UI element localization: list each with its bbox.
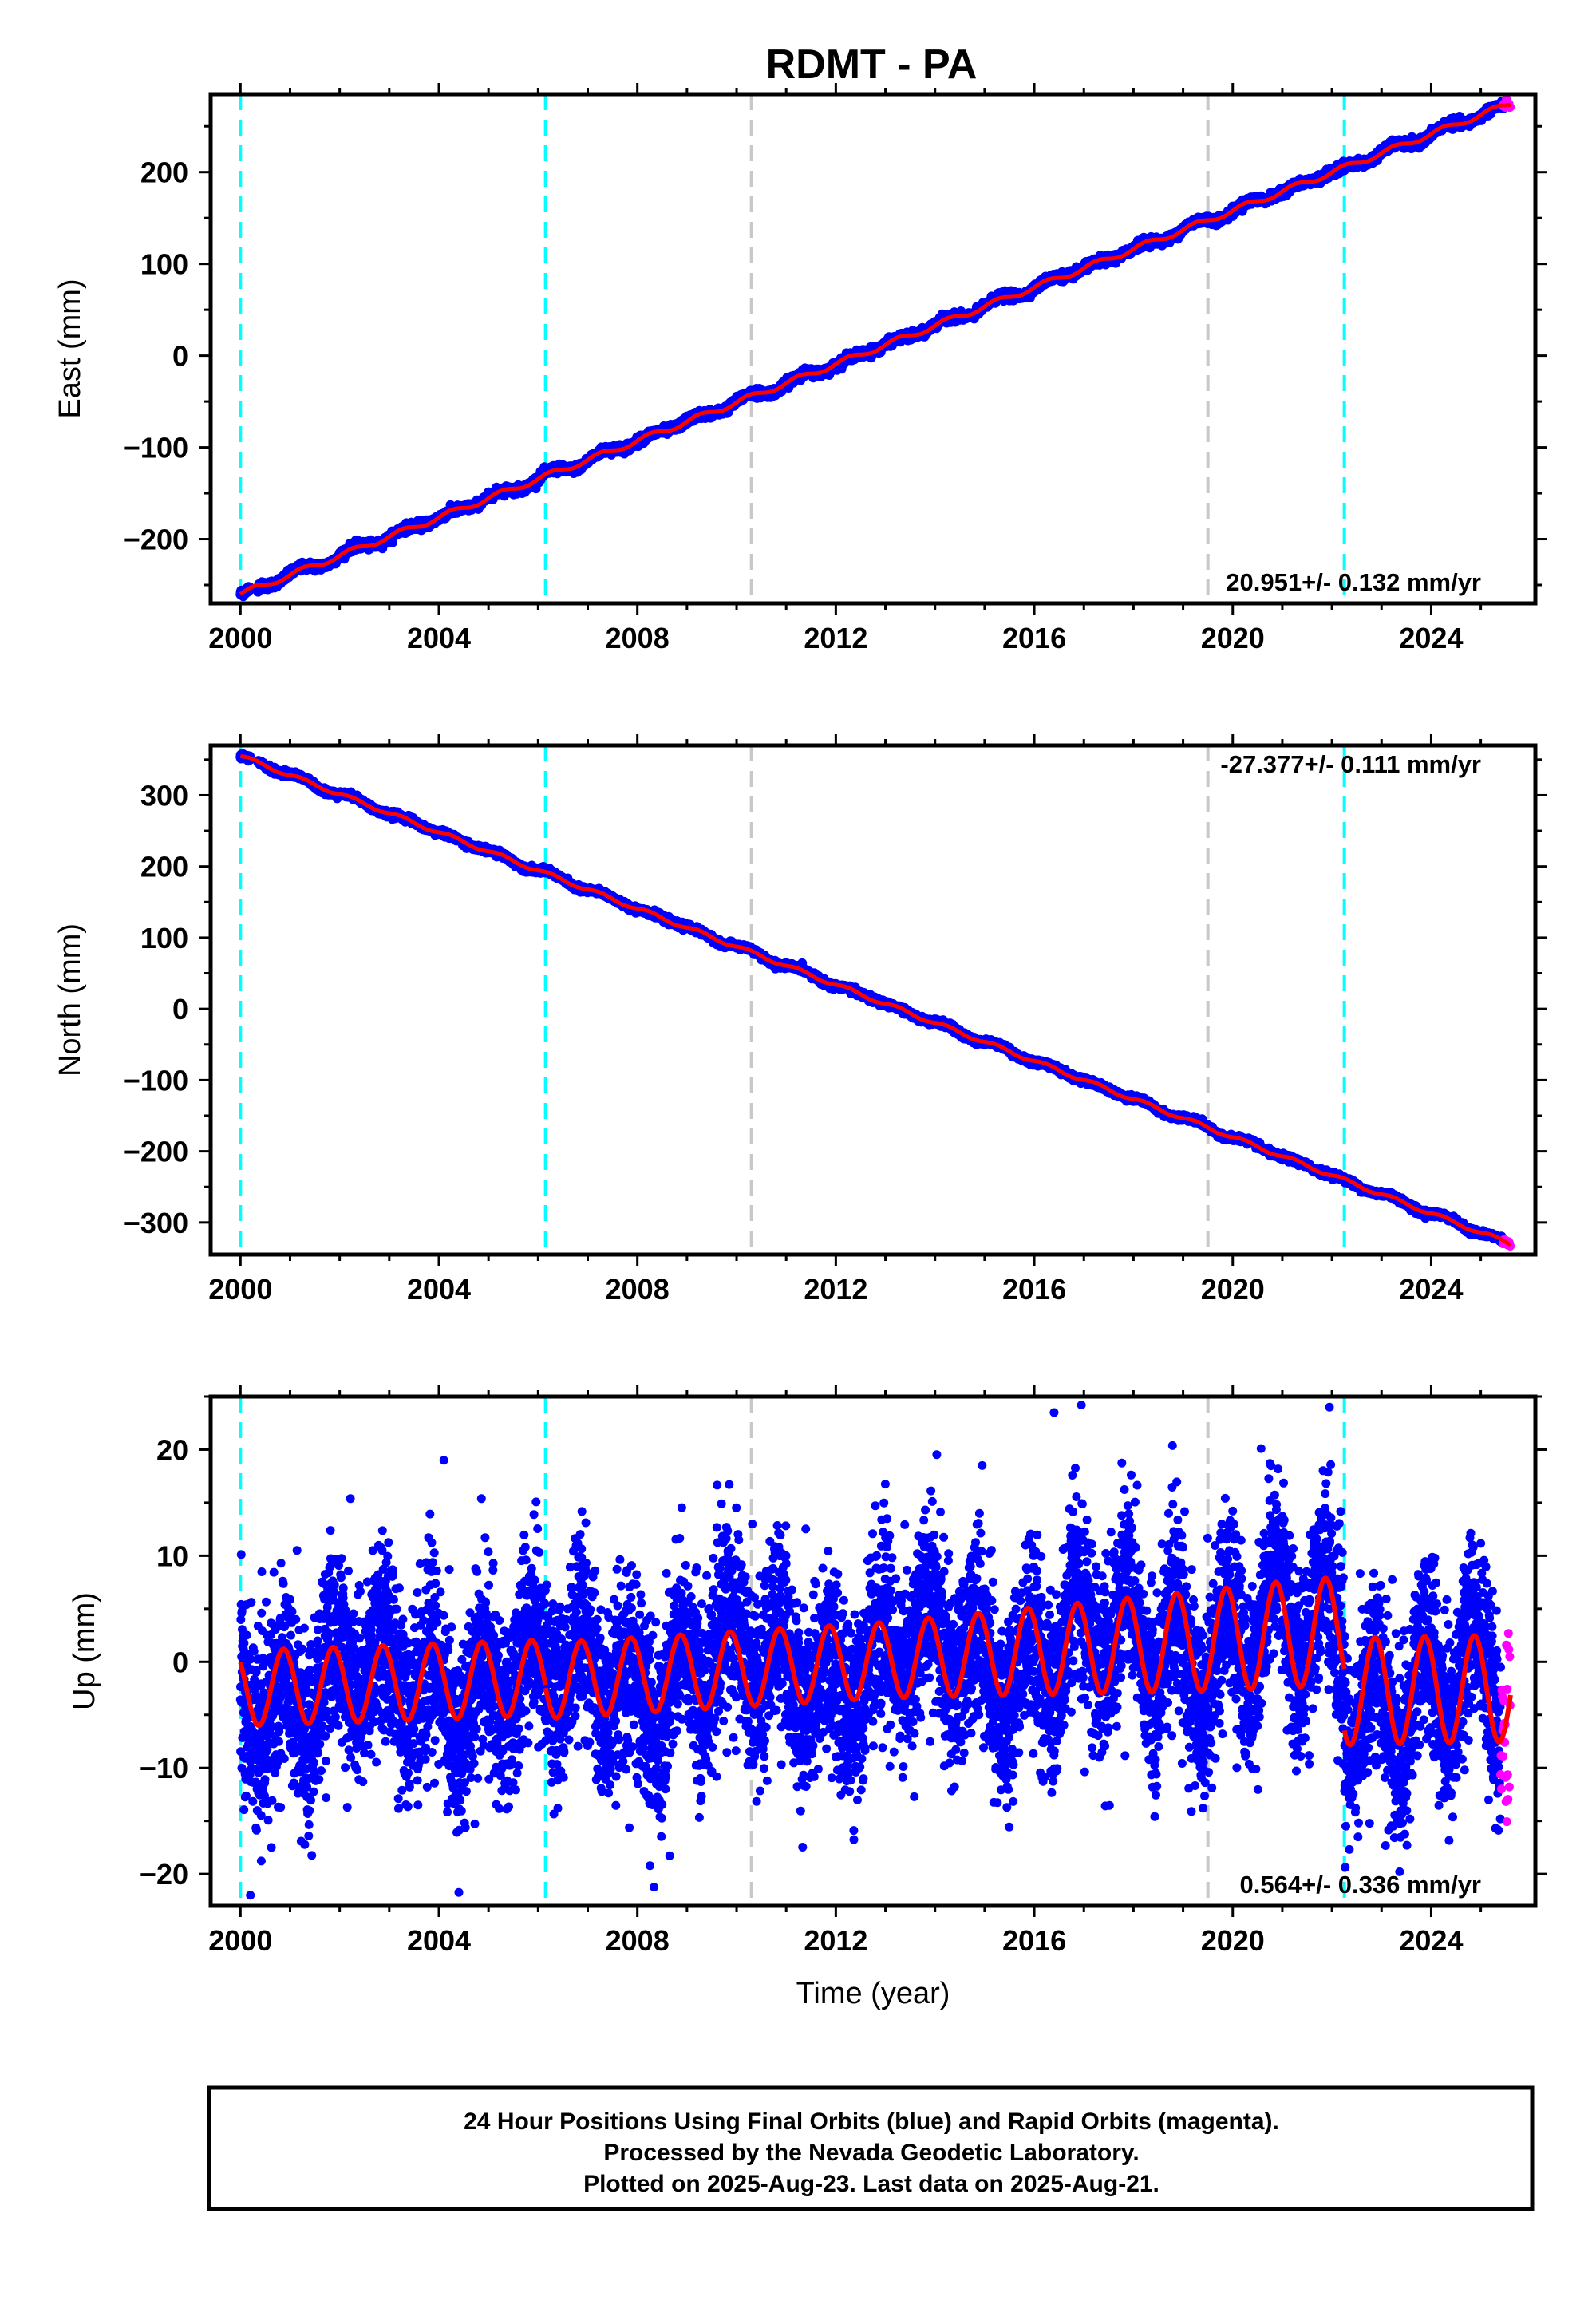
- y-tick-label: 0: [172, 340, 188, 373]
- y-tick-label: −100: [124, 432, 188, 464]
- velocity-label: 20.951+/- 0.132 mm/yr: [1226, 568, 1481, 596]
- x-tick-label: 2004: [407, 622, 471, 654]
- y-axis-label: East (mm): [53, 279, 87, 418]
- y-tick-label: 200: [140, 156, 188, 189]
- x-tick-label: 2000: [208, 622, 272, 654]
- plot-area-east: [235, 94, 1515, 603]
- chart-title: RDMT - PA: [766, 41, 978, 88]
- x-tick-label: 2020: [1201, 622, 1265, 654]
- panel-east: 2000 2004 2008 2012 2016 2020 2024 −200 −100 0 100…: [53, 83, 1547, 654]
- x-tick-label: 2012: [804, 622, 867, 654]
- x-tick-label: 2008: [606, 622, 670, 654]
- y-tick-label: 100: [140, 248, 188, 281]
- x-tick-label: 2016: [1002, 622, 1066, 654]
- y-tick-label: −200: [124, 524, 188, 556]
- x-tick-label: 2024: [1399, 622, 1463, 654]
